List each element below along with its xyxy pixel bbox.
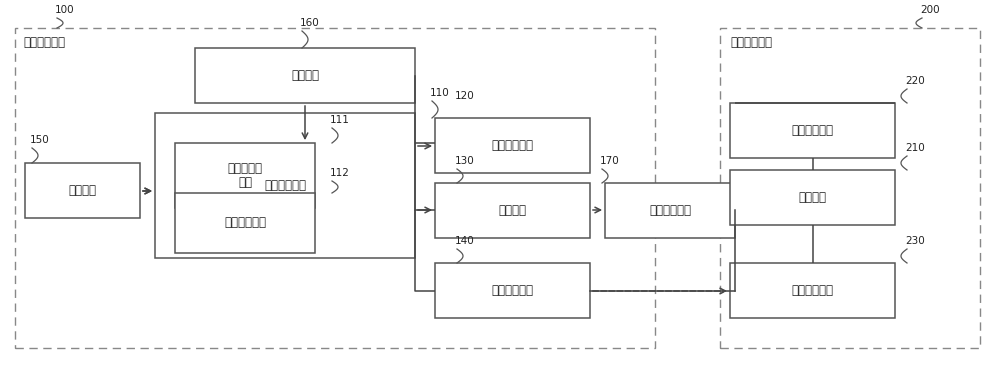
Text: 100: 100 bbox=[55, 5, 75, 15]
Bar bbox=[730, 170, 895, 225]
Text: 230: 230 bbox=[905, 236, 925, 246]
Text: 第二連接單元: 第二連接單元 bbox=[792, 284, 834, 297]
Text: 220: 220 bbox=[905, 76, 925, 86]
Text: 第一連接單元: 第一連接單元 bbox=[492, 284, 534, 297]
Text: 第二發射單元: 第二發射單元 bbox=[792, 124, 834, 137]
Bar bbox=[155, 113, 415, 258]
Text: 電源單元: 電源單元 bbox=[68, 184, 96, 197]
Text: 200: 200 bbox=[920, 5, 940, 15]
Text: 輔助發送單元: 輔助發送單元 bbox=[730, 37, 772, 50]
Bar bbox=[435, 263, 590, 318]
Text: 輸入單元: 輸入單元 bbox=[291, 69, 319, 82]
Text: 150: 150 bbox=[30, 135, 50, 145]
Text: 遙控裝置本體: 遙控裝置本體 bbox=[23, 37, 65, 50]
Text: 112: 112 bbox=[330, 168, 350, 178]
Text: 111: 111 bbox=[330, 115, 350, 125]
Text: 第一控制單元: 第一控制單元 bbox=[264, 179, 306, 192]
Text: 160: 160 bbox=[300, 18, 320, 28]
Text: 130: 130 bbox=[455, 156, 475, 166]
Bar bbox=[175, 143, 315, 208]
Bar bbox=[720, 28, 980, 348]
Text: 210: 210 bbox=[905, 143, 925, 153]
Text: 140: 140 bbox=[455, 236, 475, 246]
Bar bbox=[25, 163, 140, 218]
Text: 延長線體: 延長線體 bbox=[798, 191, 826, 204]
Bar bbox=[435, 118, 590, 173]
Text: 編碼及驅動
電路: 編碼及驅動 電路 bbox=[228, 162, 262, 189]
Bar bbox=[605, 183, 735, 238]
Bar bbox=[195, 48, 415, 103]
Text: 開關單元: 開關單元 bbox=[498, 204, 526, 217]
Text: 170: 170 bbox=[600, 156, 620, 166]
Text: 第一發射單元: 第一發射單元 bbox=[492, 139, 534, 152]
Bar bbox=[15, 28, 655, 348]
Text: 120: 120 bbox=[455, 91, 475, 101]
Bar bbox=[175, 193, 315, 253]
Bar bbox=[730, 263, 895, 318]
Bar bbox=[435, 183, 590, 238]
Text: 時鐘振蕩電路: 時鐘振蕩電路 bbox=[224, 216, 266, 229]
Text: 第二控制單元: 第二控制單元 bbox=[649, 204, 691, 217]
Text: 110: 110 bbox=[430, 88, 450, 98]
Bar bbox=[730, 103, 895, 158]
